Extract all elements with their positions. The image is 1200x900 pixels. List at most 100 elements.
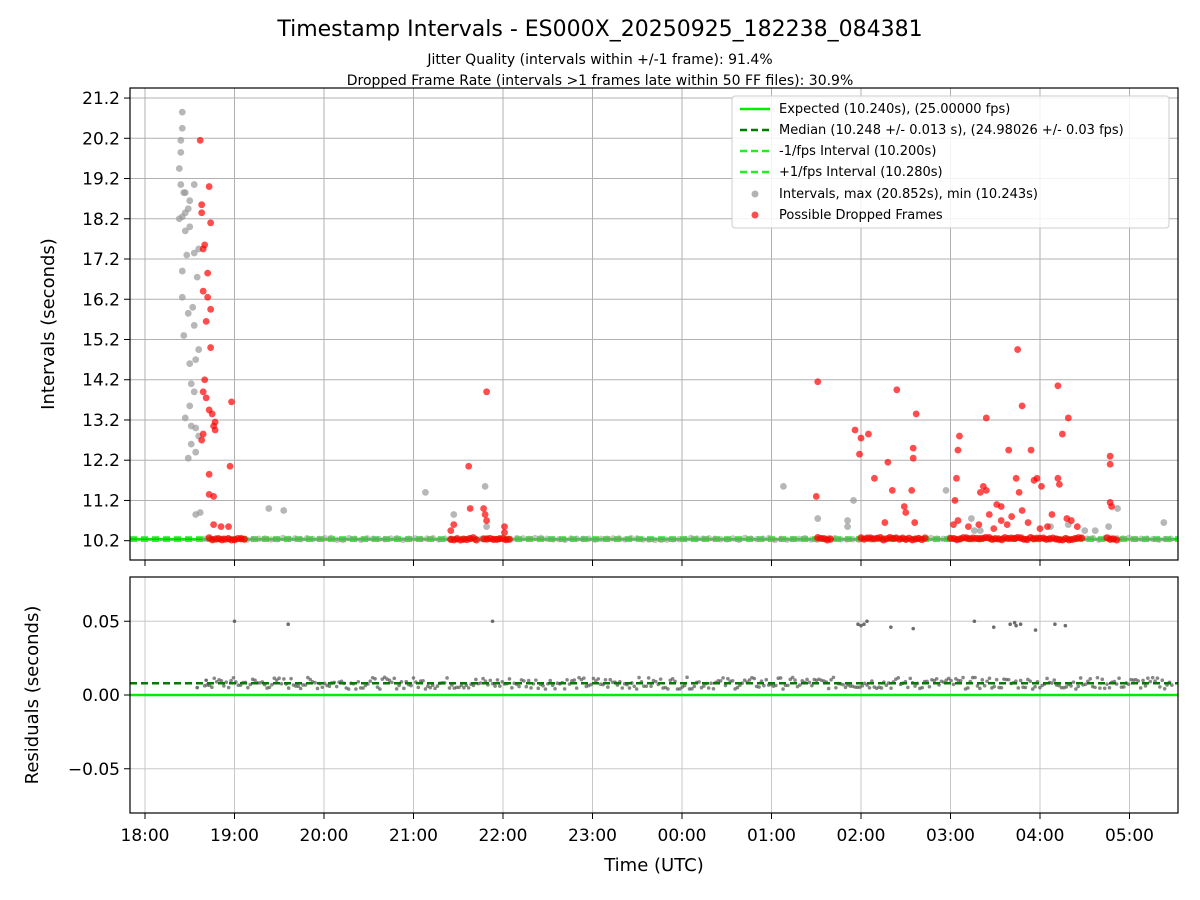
residual-point-band xyxy=(1018,678,1023,683)
residual-point-band xyxy=(1016,686,1021,690)
residual-point-band xyxy=(781,687,785,691)
interval-point-baseline xyxy=(849,536,857,543)
interval-point-baseline xyxy=(801,534,809,542)
residual-point-band xyxy=(692,684,697,689)
residual-point-band xyxy=(762,683,766,688)
interval-point-baseline xyxy=(315,535,323,543)
residual-point-band xyxy=(1074,687,1078,691)
interval-point-baseline xyxy=(765,534,773,542)
residual-point-band xyxy=(786,683,790,688)
interval-point-baseline xyxy=(513,534,521,542)
dropped-frame-cluster-6 xyxy=(1113,536,1121,544)
residual-point-band xyxy=(752,676,757,681)
residual-point-band xyxy=(267,685,272,690)
residual-point-band xyxy=(390,680,394,685)
dropped-frame-point-40 xyxy=(501,529,508,537)
interval-point-25 xyxy=(180,332,188,339)
interval-point-baseline xyxy=(633,535,641,542)
interval-point-baseline xyxy=(771,536,779,544)
interval-point-baseline xyxy=(519,535,527,542)
residual-point-band xyxy=(697,680,701,684)
residual-point-band xyxy=(289,676,293,681)
residual-point-band xyxy=(920,685,925,690)
dropped-frame-point-2 xyxy=(198,201,206,209)
residual-point-band xyxy=(212,676,217,681)
interval-point-baseline xyxy=(609,535,617,542)
dropped-frame-cluster-5 xyxy=(1078,534,1086,542)
dropped-frame-point-57 xyxy=(881,519,889,526)
interval-point-21 xyxy=(178,293,186,301)
interval-point-31 xyxy=(186,402,194,410)
residual-point-band xyxy=(334,684,339,689)
residual-point-band xyxy=(973,675,977,680)
residual-point-band xyxy=(608,677,613,682)
dropped-frame-point-64 xyxy=(976,488,984,496)
dropped-frame-point-14 xyxy=(199,388,207,396)
residual-point-band xyxy=(884,683,889,688)
interval-point-baseline xyxy=(267,536,275,543)
interval-point-15 xyxy=(181,227,189,235)
residual-point-band xyxy=(231,675,236,680)
dropped-frame-point-27 xyxy=(217,523,225,531)
residual-point-band xyxy=(702,684,706,688)
residual-point-band xyxy=(798,683,802,687)
interval-point-baseline xyxy=(1125,534,1133,542)
interval-point-62 xyxy=(1160,519,1168,526)
intervals-frame xyxy=(129,87,1179,561)
residual-point-band xyxy=(582,676,586,680)
interval-point-24 xyxy=(190,322,198,329)
residuals-y-ticks: 0.05 0.00 −0.05 xyxy=(68,612,130,780)
residual-point-band xyxy=(735,685,740,690)
dropped-frame-point-4 xyxy=(207,219,215,227)
residual-point-15 xyxy=(1014,623,1018,628)
residual-point-band xyxy=(1023,685,1028,690)
interval-point-baseline xyxy=(1149,535,1157,543)
dropped-frame-point-31 xyxy=(465,462,473,470)
residual-point-band xyxy=(394,687,399,691)
residual-point-band xyxy=(896,676,901,680)
residual-point-band xyxy=(721,676,725,680)
dropped-frame-point-29 xyxy=(228,398,235,406)
dropped-frame-point-44 xyxy=(857,434,865,442)
interval-point-baseline xyxy=(357,536,365,544)
residual-point-band xyxy=(1076,684,1081,689)
residual-point-6 xyxy=(859,623,863,628)
interval-point-baseline xyxy=(1131,535,1139,543)
dropped-frame-point-32 xyxy=(466,505,474,512)
residual-point-band xyxy=(591,676,596,681)
dropped-frame-point-37 xyxy=(450,521,458,528)
residual-point-band xyxy=(1045,676,1049,681)
residual-point-band xyxy=(603,677,608,682)
residual-point-band xyxy=(646,676,651,680)
dropped-frame-point-43 xyxy=(851,426,859,434)
interval-point-baseline xyxy=(621,536,629,543)
residual-point-band xyxy=(982,684,987,688)
interval-point-baseline xyxy=(339,536,347,544)
x-tick-label-21-00: 21:00 xyxy=(389,826,438,846)
residual-point-3 xyxy=(286,622,291,626)
interval-point-baseline xyxy=(777,535,785,542)
legend-label-minus-fps: -1/fps Interval (10.200s) xyxy=(779,144,936,159)
residual-point-band xyxy=(992,684,997,689)
residual-point-band xyxy=(906,685,910,690)
dropped-frame-point-22 xyxy=(198,436,206,444)
dropped-frame-point-90 xyxy=(954,517,962,524)
residual-point-band xyxy=(246,685,250,690)
residual-point-band xyxy=(498,684,502,688)
residual-point-band xyxy=(548,678,553,683)
dropped-frame-point-51 xyxy=(900,503,908,510)
interval-point-baseline xyxy=(597,535,605,542)
dropped-frame-point-69 xyxy=(1005,446,1013,454)
residual-point-band xyxy=(1155,676,1160,680)
residual-point-band xyxy=(1136,679,1141,683)
interval-point-7 xyxy=(181,189,189,197)
dropped-frame-point-55 xyxy=(909,454,917,462)
residual-point-band xyxy=(1141,678,1145,683)
residual-point-band xyxy=(562,687,567,691)
interval-point-baseline xyxy=(585,535,593,542)
dropped-frame-point-97 xyxy=(1008,513,1016,520)
dropped-frame-point-30 xyxy=(226,462,234,470)
interval-point-baseline xyxy=(933,535,941,542)
interval-point-baseline xyxy=(411,535,419,542)
residual-point-band xyxy=(644,684,649,689)
